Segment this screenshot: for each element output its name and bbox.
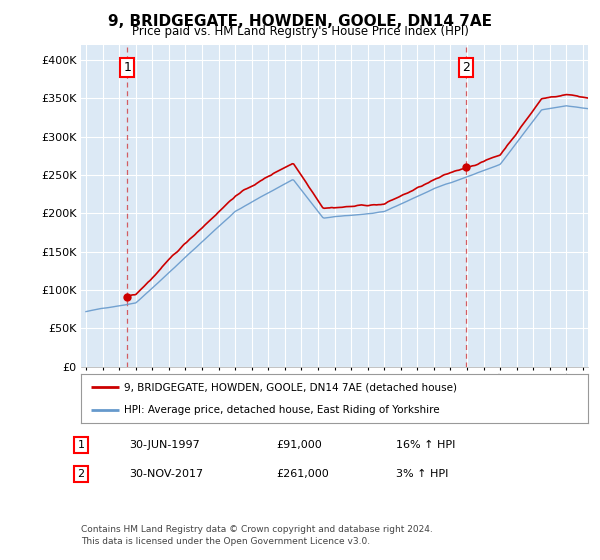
Text: 9, BRIDGEGATE, HOWDEN, GOOLE, DN14 7AE: 9, BRIDGEGATE, HOWDEN, GOOLE, DN14 7AE (108, 14, 492, 29)
Text: Price paid vs. HM Land Registry's House Price Index (HPI): Price paid vs. HM Land Registry's House … (131, 25, 469, 38)
Text: 16% ↑ HPI: 16% ↑ HPI (396, 440, 455, 450)
Text: 2: 2 (77, 469, 85, 479)
Text: 30-JUN-1997: 30-JUN-1997 (129, 440, 200, 450)
Text: Contains HM Land Registry data © Crown copyright and database right 2024.
This d: Contains HM Land Registry data © Crown c… (81, 525, 433, 546)
Text: £91,000: £91,000 (276, 440, 322, 450)
Text: £261,000: £261,000 (276, 469, 329, 479)
Text: 1: 1 (124, 61, 131, 74)
Text: 2: 2 (462, 61, 470, 74)
Text: HPI: Average price, detached house, East Riding of Yorkshire: HPI: Average price, detached house, East… (124, 405, 440, 415)
Text: 1: 1 (77, 440, 85, 450)
Text: 30-NOV-2017: 30-NOV-2017 (129, 469, 203, 479)
Text: 9, BRIDGEGATE, HOWDEN, GOOLE, DN14 7AE (detached house): 9, BRIDGEGATE, HOWDEN, GOOLE, DN14 7AE (… (124, 382, 457, 393)
Text: 3% ↑ HPI: 3% ↑ HPI (396, 469, 448, 479)
